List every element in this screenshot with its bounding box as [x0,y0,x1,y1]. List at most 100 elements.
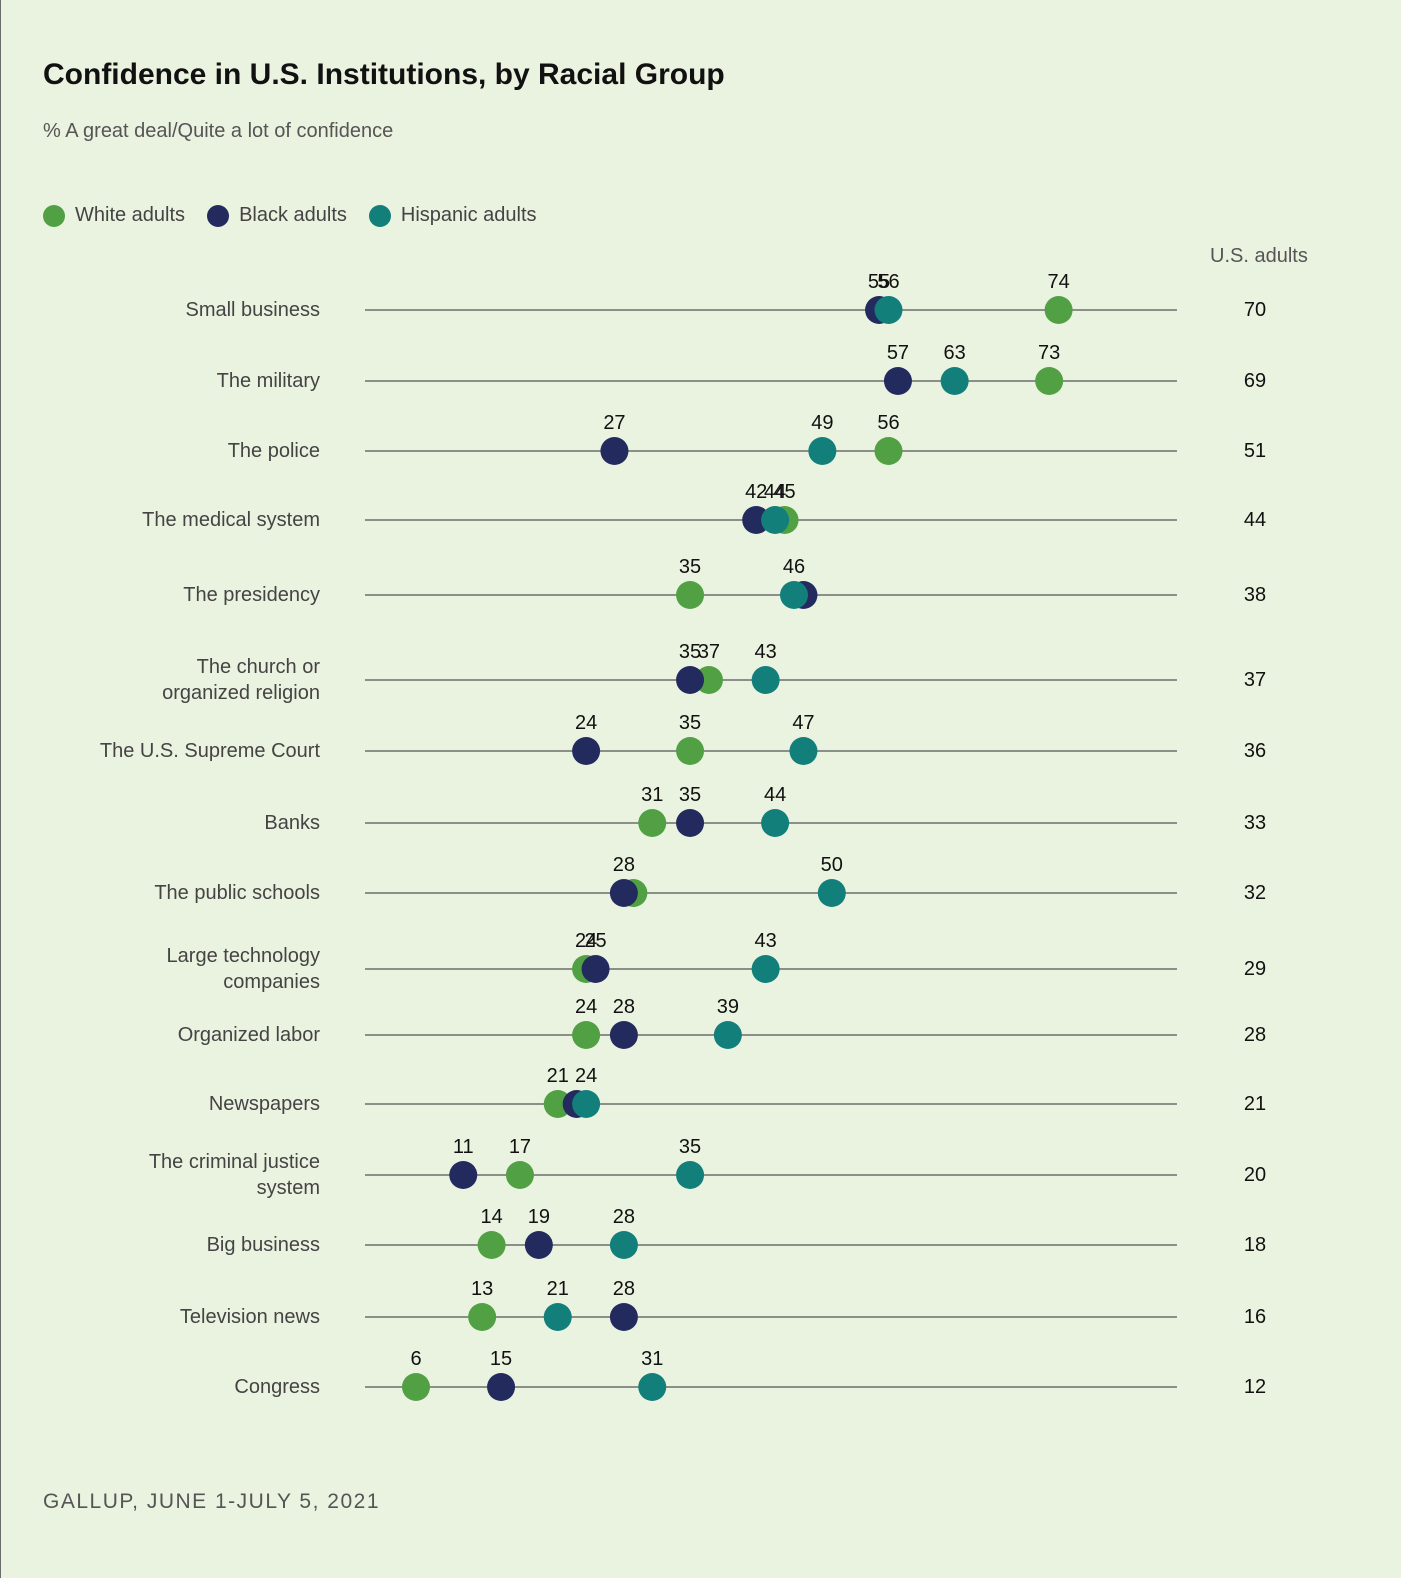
data-label: 35 [679,712,701,734]
data-label: 24 [575,930,597,952]
data-label: 49 [811,412,833,434]
data-label: 74 [1047,271,1069,293]
us-adults-value: 38 [1244,584,1266,606]
data-label: 28 [613,854,635,876]
us-adults-value: 36 [1244,740,1266,762]
data-label: 24 [575,712,597,734]
category-label: Large technology companies [167,945,320,993]
dot-hispanic-adults [543,1303,572,1331]
data-label: 27 [603,412,625,434]
us-adults-value: 29 [1244,958,1266,980]
dot-white-adults [468,1303,497,1331]
us-adults-value: 69 [1244,370,1266,392]
data-label: 28 [613,996,635,1018]
us-adults-value: 37 [1244,669,1266,691]
category-label-line: organized religion [162,682,320,704]
dot-hispanic-adults [609,1231,638,1259]
chart-row: Banks 31 35 44 33 [264,784,1266,837]
data-label: 55 [868,271,890,293]
dot-white-adults [402,1373,430,1401]
data-label: 35 [679,556,701,578]
dot-black-adults [449,1161,478,1189]
category-label: The police [228,440,320,462]
us-adults-value: 70 [1244,299,1266,321]
legend-swatch-hispanic [368,204,391,227]
dot-black-adults [581,955,610,983]
category-label-line: Organized labor [178,1024,321,1046]
dot-hispanic-adults [874,296,903,324]
dot-black-adults [609,879,638,907]
us-adults-value: 44 [1244,509,1266,531]
us-adults-value: 51 [1244,440,1266,462]
dot-black-adults [572,737,601,765]
chart-row: The U.S. Supreme Court 24 35 47 36 [100,712,1266,765]
data-label: 44 [764,481,786,503]
data-label: 24 [575,996,597,1018]
category-label-line: Big business [207,1234,320,1256]
chart-row: Organized labor 24 28 39 28 [178,996,1266,1049]
legend-label-white: White adults [75,204,186,226]
dot-hispanic-adults [751,666,780,694]
chart-row: The police 27 49 56 51 [228,412,1266,465]
data-label: 15 [490,1348,512,1370]
dot-hispanic-adults [761,809,790,837]
chart-row: Newspapers 21 24 21 [209,1065,1266,1118]
data-label: 50 [821,854,843,876]
chart-subtitle: % A great deal/Quite a lot of confidence [43,120,394,142]
dot-hispanic-adults [751,955,780,983]
us-adults-value: 20 [1244,1164,1266,1186]
data-label: 13 [471,1278,493,1300]
category-label: Organized labor [178,1024,321,1046]
legend-label-hispanic: Hispanic adults [400,204,537,226]
data-label: 39 [717,996,739,1018]
data-label: 35 [679,641,701,663]
data-label: 73 [1038,342,1060,364]
data-label: 47 [792,712,814,734]
dot-white-adults [1035,367,1064,395]
category-label-line: system [257,1177,320,1199]
data-label: 35 [679,1136,701,1158]
dot-black-adults [883,367,912,395]
category-label-line: The presidency [183,584,320,606]
category-label-line: The U.S. Supreme Court [100,740,321,762]
data-label: 21 [547,1065,569,1087]
data-label: 28 [613,1206,635,1228]
category-label: Big business [207,1234,320,1256]
data-label: 28 [613,1278,635,1300]
category-label-line: companies [223,971,320,993]
chart-title: Confidence in U.S. Institutions, by Raci… [43,58,725,91]
data-label: 31 [641,1348,663,1370]
dot-hispanic-adults [808,437,837,465]
us-adults-value: 18 [1244,1234,1266,1256]
category-label: The medical system [142,509,320,531]
data-label: 19 [528,1206,550,1228]
dot-black-adults [524,1231,553,1259]
category-label-line: The police [228,440,320,462]
category-label: The U.S. Supreme Court [100,740,321,762]
dot-white-adults [638,809,667,837]
data-label: 56 [877,412,899,434]
category-label: Small business [185,299,320,321]
dot-hispanic-adults [713,1021,742,1049]
chart-row: Congress 6 15 31 12 [234,1348,1266,1401]
data-label: 25 [584,930,606,952]
category-label-line: Newspapers [209,1093,320,1115]
dot-black-adults [676,666,705,694]
category-label-line: Television news [180,1306,320,1328]
category-label-line: The public schools [154,882,320,904]
dot-white-adults [676,581,705,609]
category-label: Newspapers [209,1093,320,1115]
category-label: The public schools [154,882,320,904]
chart-row: The criminal justice system 11 17 35 20 [149,1136,1266,1199]
dot-white-adults [505,1161,534,1189]
us-adults-value: 28 [1244,1024,1266,1046]
dot-hispanic-adults [940,367,969,395]
legend-label-black: Black adults [239,204,347,226]
legend: White adults Black adults Hispanic adult… [43,204,559,227]
dot-white-adults [572,1021,601,1049]
us-adults-value: 33 [1244,812,1266,834]
chart-row: Big business 14 19 28 18 [207,1206,1266,1259]
